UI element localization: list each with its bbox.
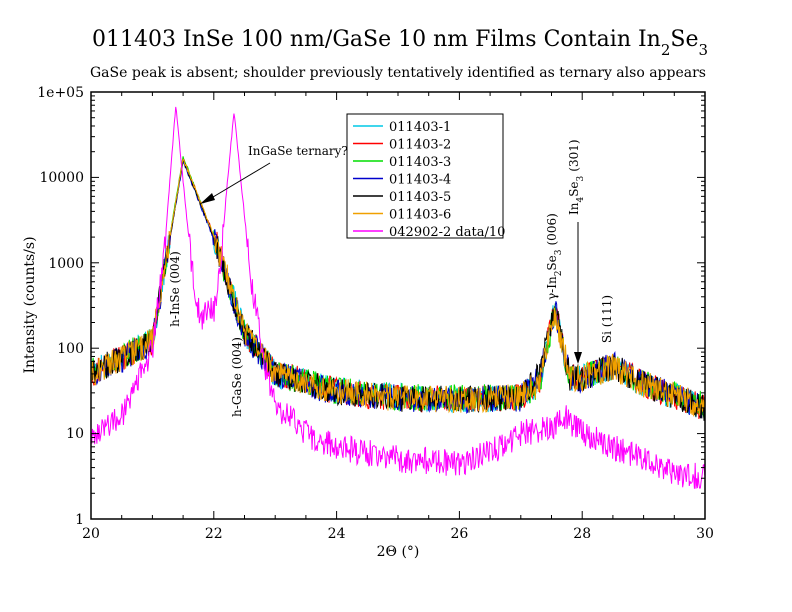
annotation-in4se3: In4Se3 (301) <box>567 139 586 215</box>
annotation-ternary-arrow-line <box>202 162 271 204</box>
y-tick-label-100: 100 <box>57 341 84 357</box>
x-axis-label: 2Θ (°) <box>377 544 420 560</box>
legend-label: 011403-1 <box>389 120 451 135</box>
legend-group: 011403-1 011403-2 011403-3 011403-4 011403-5… <box>353 120 505 240</box>
y-tick-label-1: 1 <box>75 512 84 528</box>
chart-title-sub-b: 3 <box>698 41 708 59</box>
x-tick-label-28: 28 <box>573 526 591 542</box>
annotation-gamma-in2se3: γ-In2Se3 (006) <box>545 213 564 300</box>
chart-title-mid: Se <box>670 27 698 52</box>
x-tick-label-26: 26 <box>450 526 468 542</box>
annotation-gamma-sub3: 3 <box>554 249 564 255</box>
legend-label: 011403-3 <box>389 155 451 170</box>
annotation-in4se3-tail: (301) <box>567 139 581 171</box>
legend-label: 011403-5 <box>389 190 451 205</box>
legend-label: 042902-2 data/10 <box>389 225 505 240</box>
annotation-gamma-mid: Se <box>545 255 559 270</box>
annotation-gase004: h-GaSe (004) <box>230 337 244 417</box>
annotation-in4se3-arrowhead <box>574 352 582 364</box>
annotation-inse004: h-InSe (004) <box>168 251 182 327</box>
x-tick-label-20: 20 <box>82 526 100 542</box>
legend-label: 011403-2 <box>389 138 451 153</box>
annotation-in4se3-sub4: 4 <box>576 197 586 203</box>
legend-label: 011403-4 <box>389 173 451 188</box>
y-tick-label-10000: 10000 <box>39 170 84 186</box>
annotation-in4se3-sub3: 3 <box>576 175 586 181</box>
series-group <box>91 106 705 489</box>
legend-box <box>346 113 504 239</box>
legend-label: 011403-6 <box>389 208 451 223</box>
x-tick-label-30: 30 <box>696 526 714 542</box>
annotation-gamma-main: γ-In <box>545 276 559 300</box>
x-tick-label-24: 24 <box>328 526 346 542</box>
chart-subtitle: GaSe peak is absent; shoulder previously… <box>90 65 706 81</box>
ticks-group <box>90 91 706 520</box>
chart-title: 011403 InSe 100 nm/GaSe 10 nm Films Cont… <box>92 27 708 59</box>
series-011403-6 <box>91 158 705 417</box>
y-tick-label-1e5: 1e+05 <box>37 85 84 101</box>
y-tick-label-10: 10 <box>66 426 84 442</box>
chart-title-main: 011403 InSe 100 nm/GaSe 10 nm Films Cont… <box>92 27 661 52</box>
y-tick-label-1000: 1000 <box>48 256 84 272</box>
series-042902-2 <box>91 106 705 489</box>
y-axis-label: Intensity (counts/s) <box>22 236 38 373</box>
annotation-in4se3-mid: Se <box>567 181 581 196</box>
annotation-ternary-arrowhead <box>200 193 215 204</box>
annotation-si111: Si (111) <box>600 295 614 343</box>
annotation-gamma-tail: (006) <box>545 213 559 245</box>
annotation-in4se3-main: In <box>567 202 581 215</box>
annotation-ternary: InGaSe ternary? <box>248 144 348 158</box>
annotation-gamma-sub2: 2 <box>554 271 564 277</box>
x-tick-label-22: 22 <box>205 526 223 542</box>
chart-title-sub-a: 2 <box>661 41 671 59</box>
